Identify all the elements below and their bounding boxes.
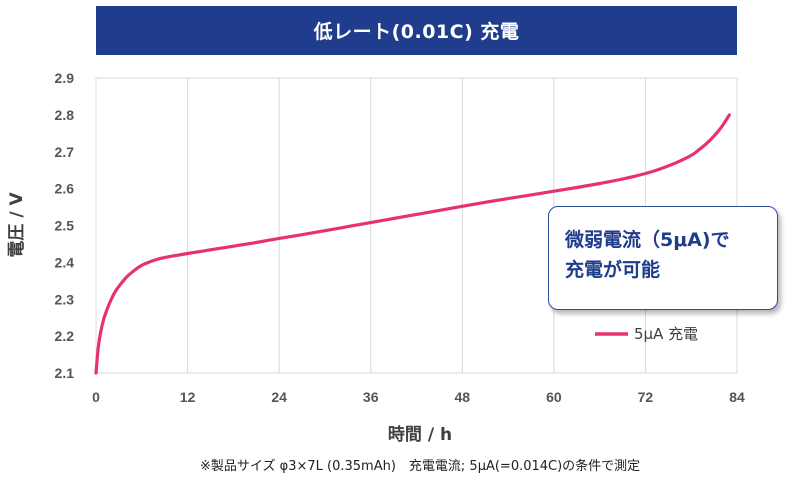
data-point <box>171 255 173 257</box>
data-point <box>728 114 730 116</box>
x-tick-label: 84 <box>729 389 745 405</box>
data-point <box>690 154 692 156</box>
x-axis-ticks: 0 12 24 36 48 60 72 84 <box>92 389 745 405</box>
legend-label: 5μA 充電 <box>634 325 698 343</box>
data-point <box>114 291 116 293</box>
data-point <box>209 249 211 251</box>
x-tick-label: 0 <box>92 389 100 405</box>
y-tick-label: 2.7 <box>55 144 75 160</box>
x-tick-label: 72 <box>638 389 654 405</box>
data-point <box>393 217 395 219</box>
x-tick-label: 24 <box>271 389 287 405</box>
y-tick-label: 2.1 <box>55 365 75 381</box>
data-point <box>148 261 150 263</box>
data-point <box>530 194 532 196</box>
data-point <box>301 234 303 236</box>
data-point <box>141 264 143 266</box>
data-point <box>461 205 463 207</box>
data-point <box>660 168 662 170</box>
data-point <box>106 307 108 309</box>
y-tick-label: 2.5 <box>55 218 75 234</box>
y-tick-label: 2.9 <box>55 70 75 86</box>
data-point <box>438 209 440 211</box>
y-tick-label: 2.2 <box>55 328 75 344</box>
data-point <box>599 182 601 184</box>
x-tick-label: 48 <box>454 389 470 405</box>
y-tick-label: 2.8 <box>55 107 75 123</box>
data-point <box>721 126 723 128</box>
footnote: ※製品サイズ φ3×7L (0.35mAh) 充電電流; 5μA(=0.014C… <box>200 459 641 474</box>
x-tick-label: 60 <box>546 389 562 405</box>
data-point <box>103 319 105 321</box>
legend: 5μA 充電 <box>595 325 698 343</box>
data-point <box>156 258 158 260</box>
data-point <box>675 162 677 164</box>
data-point <box>644 173 646 175</box>
y-axis-ticks: 2.1 2.2 2.3 2.4 2.5 2.6 2.7 2.8 2.9 <box>55 70 75 381</box>
data-point <box>255 241 257 243</box>
data-point <box>484 201 486 203</box>
data-point <box>122 281 124 283</box>
data-point <box>278 237 280 239</box>
x-tick-label: 12 <box>180 389 196 405</box>
callout-line-1: 微弱電流（5μA)で <box>565 229 730 251</box>
data-point <box>110 298 112 300</box>
data-point <box>576 187 578 189</box>
data-point <box>553 190 555 192</box>
data-point <box>118 285 120 287</box>
data-point <box>370 222 372 224</box>
chart-title-banner: 低レート(0.01C) 充電 <box>96 6 737 55</box>
callout-line-2: 充電が可能 <box>565 259 661 281</box>
data-point <box>164 257 166 259</box>
data-point <box>705 143 707 145</box>
x-axis-label: 時間 / h <box>388 424 452 445</box>
y-tick-label: 2.4 <box>55 254 75 270</box>
data-point <box>97 346 99 348</box>
series-line-5ua-charge <box>94 113 731 375</box>
chart-title: 低レート(0.01C) 充電 <box>313 21 520 43</box>
data-point <box>507 198 509 200</box>
y-axis-label: 電圧 / V <box>7 192 27 258</box>
data-point <box>698 149 700 151</box>
y-tick-label: 2.6 <box>55 181 75 197</box>
data-point <box>95 372 97 374</box>
data-point <box>126 276 128 278</box>
y-tick-label: 2.3 <box>55 291 75 307</box>
data-point <box>622 178 624 180</box>
data-point <box>416 213 418 215</box>
callout-box: 微弱電流（5μA)で 充電が可能 <box>548 206 778 310</box>
data-point <box>324 230 326 232</box>
data-point <box>133 269 135 271</box>
data-point <box>713 135 715 137</box>
data-point <box>100 331 102 333</box>
data-point <box>187 253 189 255</box>
x-tick-label: 36 <box>363 389 379 405</box>
data-point <box>232 245 234 247</box>
data-point <box>347 226 349 228</box>
